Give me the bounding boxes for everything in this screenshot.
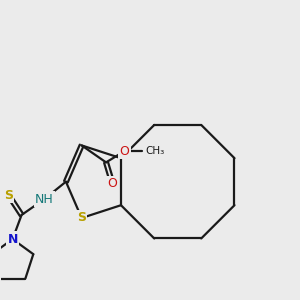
Text: O: O <box>107 177 117 190</box>
Text: CH₃: CH₃ <box>146 146 165 156</box>
Text: NH: NH <box>35 193 54 206</box>
Text: N: N <box>8 232 18 246</box>
Text: O: O <box>120 145 130 158</box>
Text: N: N <box>8 232 18 246</box>
Text: S: S <box>4 189 13 202</box>
Text: S: S <box>77 212 86 224</box>
